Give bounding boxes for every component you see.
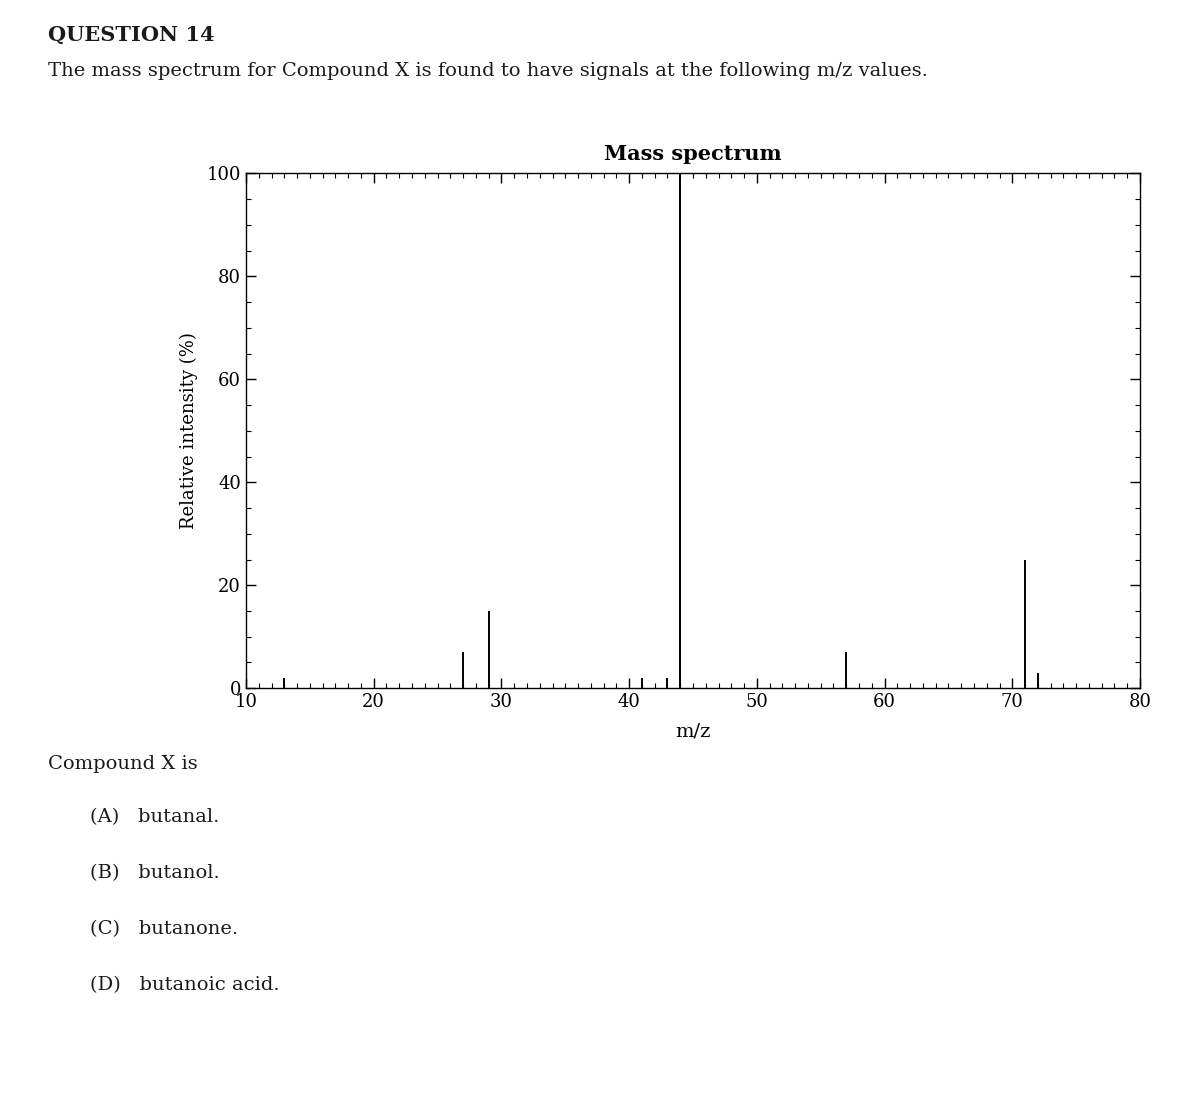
Text: (D)   butanoic acid.: (D) butanoic acid. bbox=[90, 976, 280, 994]
X-axis label: m/z: m/z bbox=[676, 722, 710, 740]
Text: (A)   butanal.: (A) butanal. bbox=[90, 808, 220, 826]
Text: The mass spectrum for Compound X is found to have signals at the following m/z v: The mass spectrum for Compound X is foun… bbox=[48, 62, 928, 79]
Y-axis label: Relative intensity (%): Relative intensity (%) bbox=[180, 332, 198, 529]
Text: (B)   butanol.: (B) butanol. bbox=[90, 864, 220, 882]
Title: Mass spectrum: Mass spectrum bbox=[604, 143, 782, 163]
Text: Compound X is: Compound X is bbox=[48, 755, 198, 773]
Text: (C)   butanone.: (C) butanone. bbox=[90, 920, 238, 938]
Text: QUESTION 14: QUESTION 14 bbox=[48, 25, 215, 45]
